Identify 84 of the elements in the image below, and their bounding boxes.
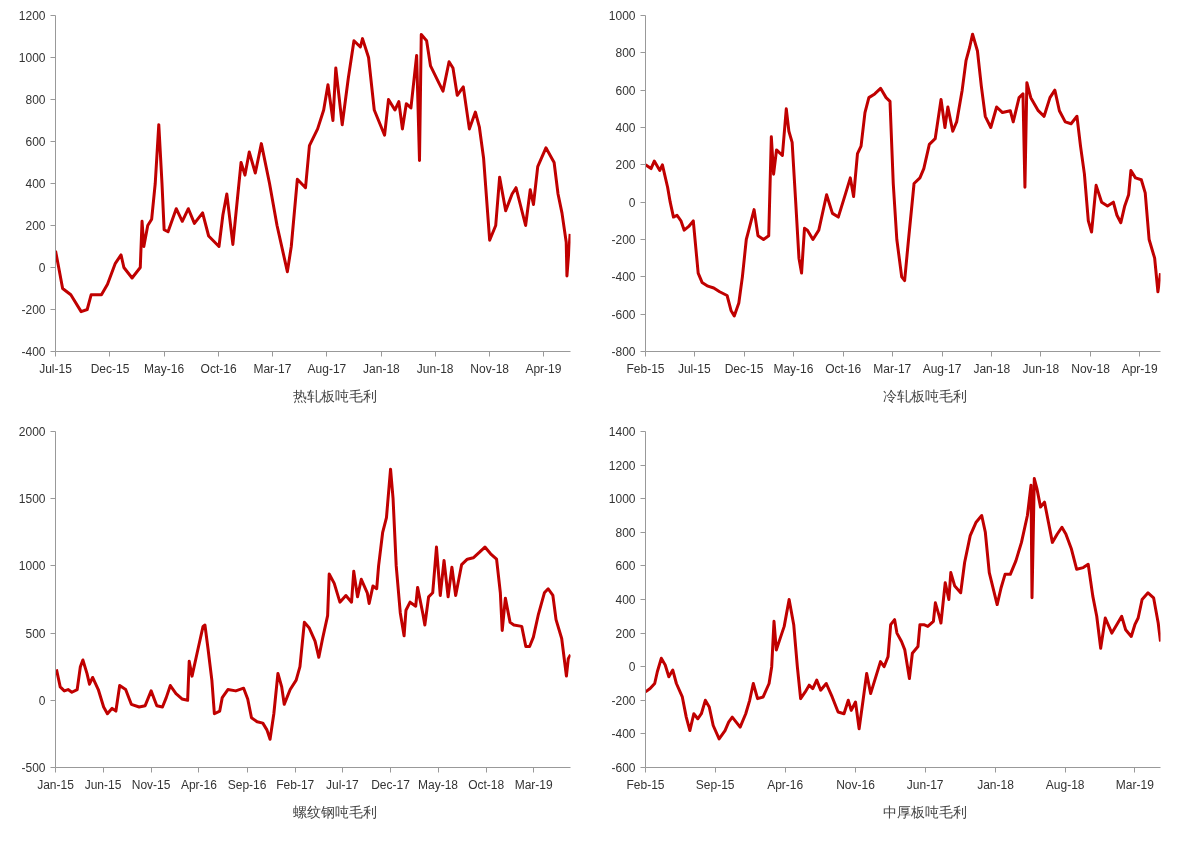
y-tick-label: 400 — [615, 593, 636, 607]
x-tick-label: Dec-15 — [90, 361, 130, 376]
y-tick-label: 1000 — [18, 559, 46, 574]
x-tick-label: Jul-15 — [39, 361, 73, 376]
x-tick-label: Apr-16 — [767, 777, 804, 792]
x-tick-label: Apr-19 — [1121, 361, 1159, 376]
x-tick-label: Jan-18 — [363, 361, 401, 376]
y-tick-label: 800 — [615, 525, 636, 540]
line-series — [645, 477, 1161, 741]
y-tick-label: 400 — [615, 121, 636, 135]
x-tick-label: Nov-15 — [131, 777, 171, 792]
x-tick-label: Mar-19 — [1115, 777, 1155, 792]
y-tick-label: 1400 — [608, 425, 636, 439]
y-tick-label: 1000 — [18, 51, 46, 65]
y-tick-label: 600 — [615, 559, 636, 574]
x-tick-label: Mar-17 — [253, 361, 292, 376]
y-tick-label: 500 — [25, 626, 46, 641]
x-tick-label: May-16 — [773, 361, 814, 376]
y-tick-label: 200 — [615, 626, 636, 641]
y-tick-label: 400 — [25, 177, 46, 191]
x-tick-label: Sep-16 — [227, 777, 267, 792]
x-tick-label: Dec-17 — [371, 777, 411, 792]
line-series — [55, 467, 571, 741]
y-tick-label: 800 — [615, 46, 636, 61]
y-tick-label: 600 — [615, 83, 636, 98]
y-tick-label: 1000 — [608, 492, 636, 507]
line-series — [55, 32, 571, 314]
x-tick-label: Mar-17 — [873, 361, 912, 376]
y-tick-label: 1000 — [608, 9, 636, 23]
x-tick-label: Mar-19 — [514, 777, 554, 792]
x-tick-label: Apr-16 — [180, 777, 218, 792]
x-tick-label: Nov-18 — [470, 361, 510, 376]
x-tick-label: Jun-18 — [416, 361, 454, 376]
y-tick-label: 1200 — [18, 9, 46, 23]
x-tick-label: Nov-18 — [1071, 361, 1111, 376]
y-tick-label: -400 — [21, 345, 46, 359]
x-tick-label: Aug-17 — [922, 361, 962, 376]
x-tick-label: Jan-15 — [37, 777, 75, 792]
y-tick-label: -600 — [611, 761, 636, 775]
line-series — [645, 32, 1161, 318]
y-tick-label: 200 — [25, 219, 46, 233]
x-tick-label: Aug-18 — [1045, 777, 1085, 792]
x-tick-label: May-16 — [144, 361, 185, 376]
x-tick-label: Apr-19 — [525, 361, 562, 376]
y-tick-label: 200 — [615, 158, 636, 173]
x-tick-label: Oct-16 — [200, 361, 237, 376]
text: 螺纹钢吨毛利 — [293, 804, 377, 822]
text: 冷轧板吨毛利 — [883, 388, 967, 406]
y-tick-label: -400 — [611, 270, 636, 285]
x-tick-label: Feb-15 — [626, 361, 665, 376]
x-tick-label: Nov-16 — [836, 777, 876, 792]
x-tick-label: Jun-18 — [1022, 361, 1060, 376]
y-tick-label: 0 — [38, 693, 46, 708]
x-tick-label: Feb-17 — [276, 777, 315, 792]
x-tick-label: Jan-18 — [973, 361, 1011, 376]
y-tick-label: -600 — [611, 307, 636, 322]
y-tick-label: -500 — [21, 761, 46, 775]
x-tick-label: May-18 — [418, 777, 459, 792]
y-tick-label: -800 — [611, 345, 636, 359]
y-tick-label: 2000 — [18, 425, 46, 439]
y-tick-label: 0 — [38, 261, 46, 275]
x-tick-label: Dec-15 — [724, 361, 764, 376]
x-tick-label: Oct-18 — [468, 777, 505, 792]
x-tick-label: Jul-15 — [677, 361, 711, 376]
y-tick-label: 0 — [628, 195, 636, 210]
y-tick-label: 1200 — [608, 458, 636, 473]
x-tick-label: Jun-15 — [84, 777, 122, 792]
x-tick-label: Aug-17 — [307, 361, 347, 376]
x-tick-label: Jun-17 — [906, 777, 944, 792]
x-tick-label: Oct-16 — [825, 361, 862, 376]
y-tick-label: 1500 — [18, 492, 46, 507]
y-tick-label: -200 — [611, 233, 636, 247]
y-tick-label: 0 — [628, 660, 636, 675]
y-tick-label: -400 — [611, 727, 636, 742]
y-tick-label: -200 — [21, 303, 46, 317]
x-tick-label: Jul-17 — [326, 777, 360, 792]
x-tick-label: Sep-15 — [695, 777, 735, 792]
y-tick-label: 600 — [25, 135, 46, 149]
y-tick-label: -200 — [611, 693, 636, 708]
text: 中厚板吨毛利 — [883, 804, 967, 822]
text: 热轧板吨毛利 — [293, 388, 377, 406]
x-tick-label: Feb-15 — [626, 777, 665, 792]
x-tick-label: Jan-18 — [977, 777, 1015, 792]
y-tick-label: 800 — [25, 93, 46, 107]
